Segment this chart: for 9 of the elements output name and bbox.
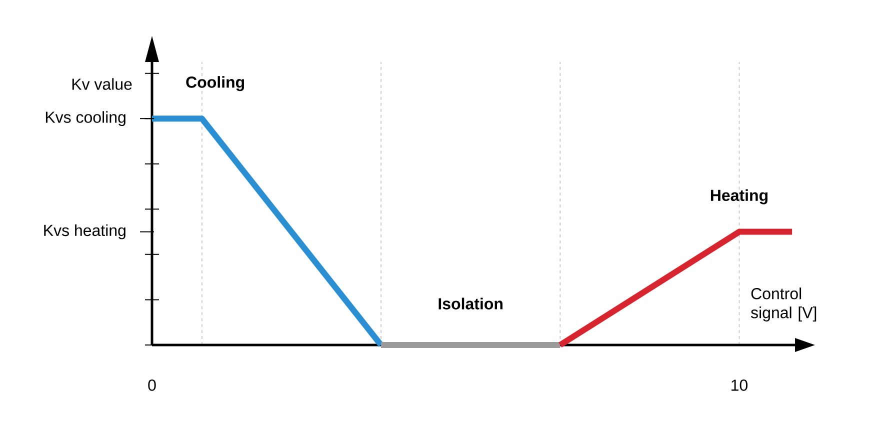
text: Kvs cooling bbox=[46, 111, 126, 126]
series-label: Heating bbox=[710, 189, 768, 204]
text: Kvs heating bbox=[44, 224, 126, 240]
x-tick-label: 0 bbox=[148, 380, 156, 391]
y-axis-title: Kv value bbox=[72, 78, 132, 90]
series-label: Cooling bbox=[186, 76, 244, 92]
x-axis-title: Control signal [V] bbox=[750, 288, 816, 322]
x-tick-label: 10 bbox=[732, 380, 748, 391]
text: Isolation bbox=[438, 298, 502, 310]
